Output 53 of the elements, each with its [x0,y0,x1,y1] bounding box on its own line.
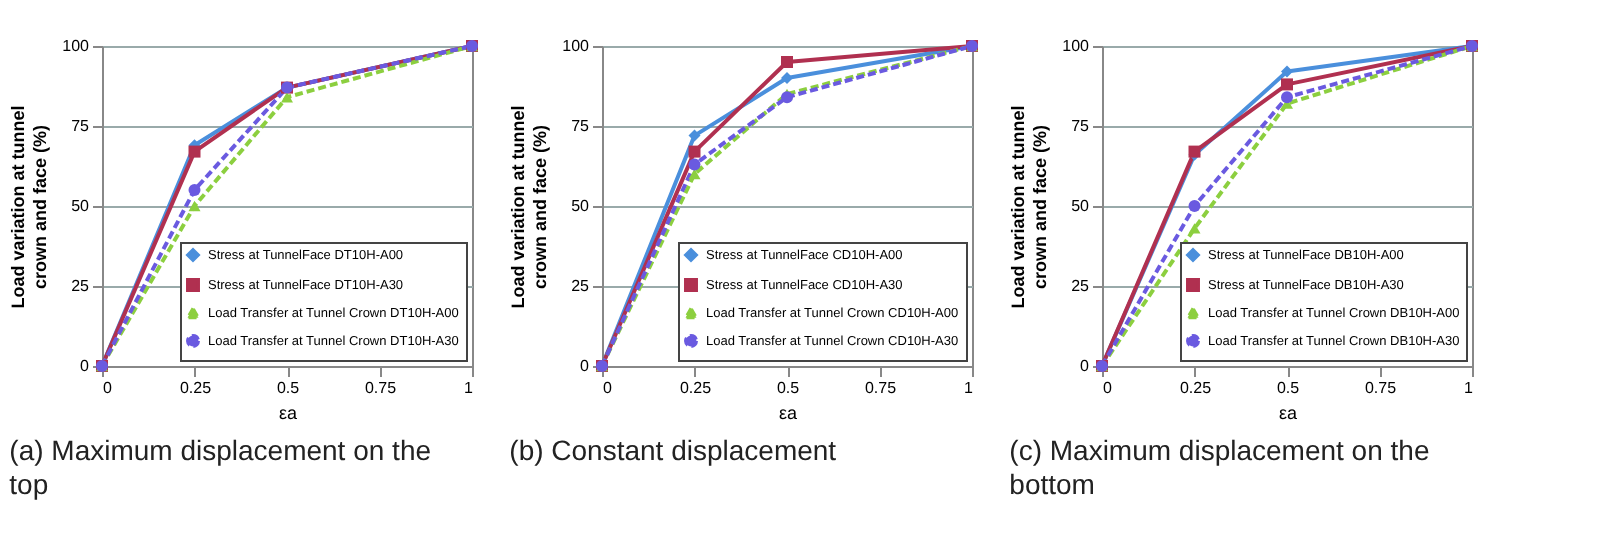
point [1188,223,1201,234]
point [1281,91,1293,104]
point [188,184,201,196]
point [188,145,201,158]
x-axis-title: εa [278,403,298,423]
y-tick-label: 75 [71,117,91,135]
text: (a) Maximum displacement on the top [9,434,432,500]
y-tick-label: 0 [1080,357,1091,375]
text: (c) Maximum displacement on the bottom [1009,434,1430,500]
point [281,92,293,103]
y-tick-label: 50 [571,197,591,215]
x-tick-label: 1 [1464,379,1475,397]
y-tick-label: 25 [1071,277,1091,295]
x-axis-title: εa [1278,403,1298,423]
y-tick-label: 75 [571,117,591,135]
x-tick-label: 0.25 [179,379,213,397]
x-axis-title: εa [778,403,798,423]
y-tick-label: 0 [80,357,91,375]
x-tick-label: 0.25 [1179,379,1213,397]
y-axis-title: Load variation at tunnel crown and face (%) [508,105,551,309]
x-tick-label: 1 [964,379,975,397]
point [688,129,701,142]
y-tick-label: 0 [580,357,591,375]
x-tick-label: 0.75 [864,379,898,397]
y-tick-label: 25 [71,277,91,295]
y-tick-label: 25 [571,277,591,295]
x-tick-label: 0.5 [276,379,301,397]
x-tick-label: 0.75 [364,379,398,397]
y-tick-label: 100 [562,37,591,55]
y-axis-title: Load variation at tunnel crown and face (%) [1008,105,1051,309]
y-tick-label: 75 [1071,117,1091,135]
x-tick-label: 0 [603,379,613,397]
point [688,158,701,171]
point [1281,78,1293,91]
y-tick-label: 50 [71,197,91,215]
x-tick-label: 0.75 [1364,379,1398,397]
x-tick-label: 0 [103,379,113,397]
point [1281,65,1293,78]
text: (b) Constant displacement [509,434,837,466]
x-tick-label: 0 [1103,379,1113,397]
y-tick-label: 100 [1062,37,1091,55]
point [1188,200,1201,212]
point [688,145,701,158]
y-axis-title: Load variation at tunnel crown and face (%) [8,105,51,309]
point [781,56,793,68]
point [188,200,201,212]
x-tick-label: 0.5 [776,379,801,397]
point [781,72,793,84]
x-tick-label: 0.25 [679,379,713,397]
y-tick-label: 100 [62,37,91,55]
x-tick-label: 0.5 [1276,379,1301,397]
y-tick-label: 50 [1071,197,1091,215]
x-tick-label: 1 [464,379,475,397]
